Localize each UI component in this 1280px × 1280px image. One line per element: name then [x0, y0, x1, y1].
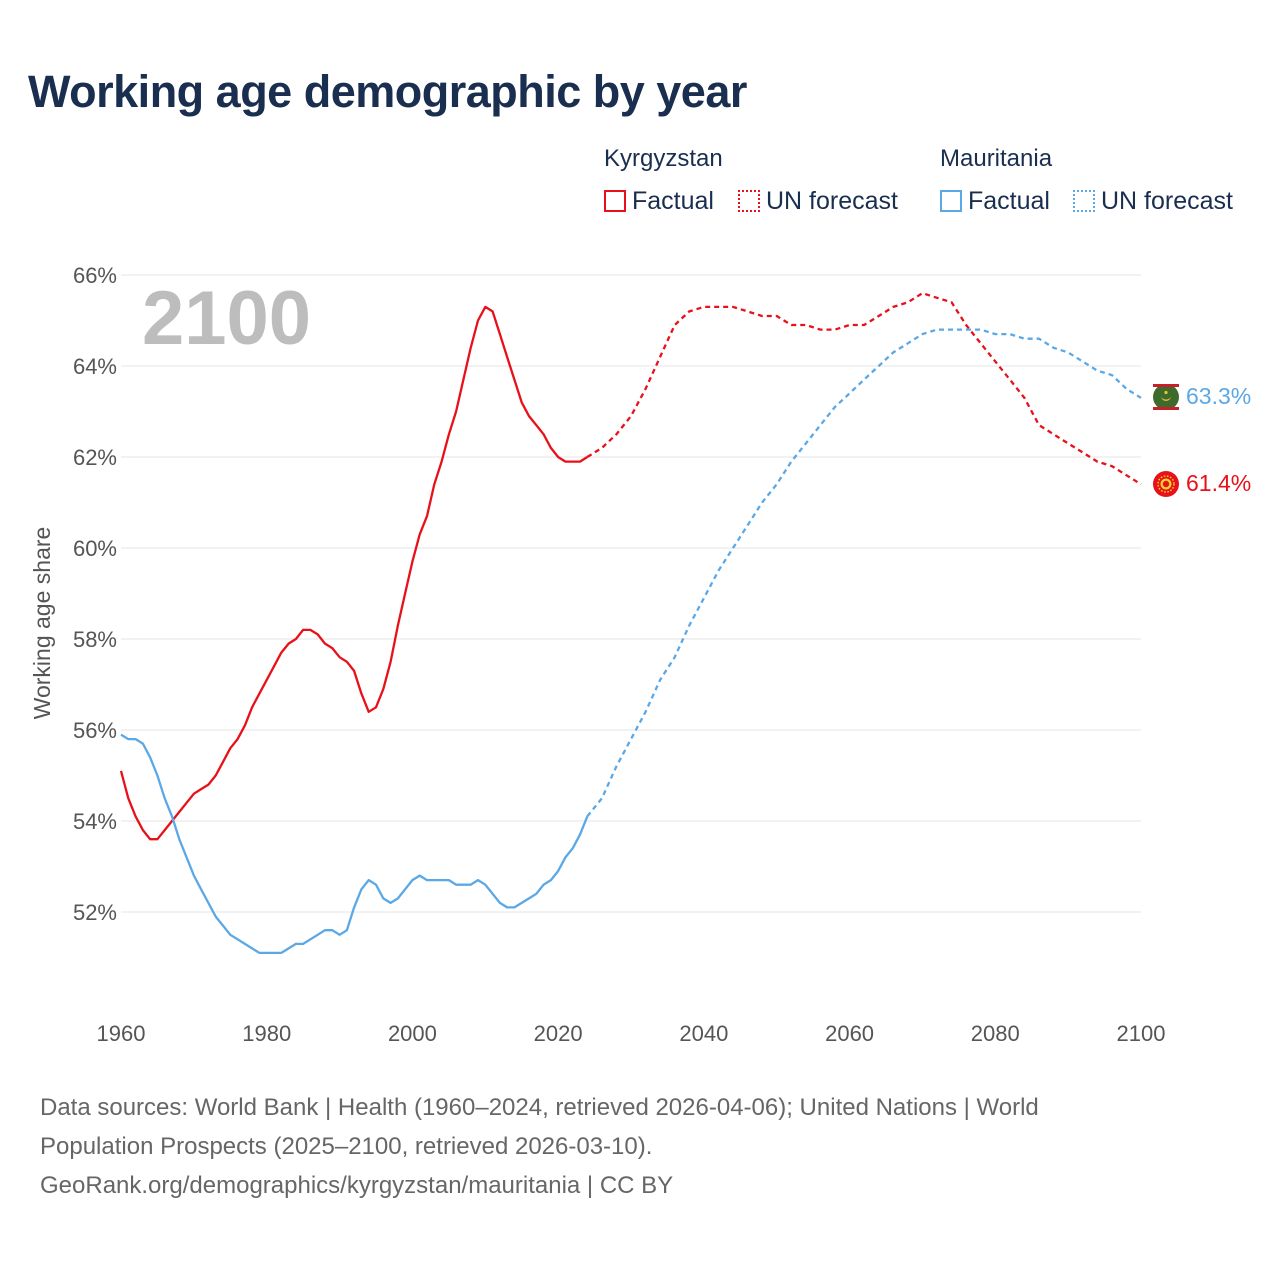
legend-label: Factual [968, 186, 1050, 215]
legend-label: UN forecast [766, 186, 898, 215]
legend-swatch-dotted-mauritania [1073, 190, 1095, 212]
legend-swatch-solid-mauritania [940, 190, 962, 212]
y-tick-label: 66% [73, 263, 117, 288]
legend-mauritania-forecast[interactable]: UN forecast [1073, 186, 1233, 216]
mauritania-flag-icon [1153, 384, 1179, 410]
end-markers [1153, 384, 1179, 497]
kyrgyzstan-flag-icon [1153, 471, 1179, 497]
y-tick-label: 58% [73, 627, 117, 652]
end-label-mauritania: 63.3% [1186, 383, 1251, 409]
line-chart: 52% 54% 56% 58% 60% 62% 64% 66% 1960 1980 2000 202… [29, 263, 1251, 1046]
legend-kyrgyzstan-factual[interactable]: Factual [604, 186, 714, 216]
series-mauritania-factual [120, 733, 589, 955]
y-tick-label: 54% [73, 809, 117, 834]
legend-label: UN forecast [1101, 186, 1233, 215]
footer-line: Data sources: World Bank | Health (1960–… [40, 1094, 1039, 1121]
end-label-kyrgyzstan: 61.4% [1186, 470, 1251, 496]
series-mauritania-forecast [586, 328, 1142, 818]
series-lines [119, 292, 1142, 955]
y-tick-label: 64% [73, 354, 117, 379]
footer-line: GeoRank.org/demographics/kyrgyzstan/maur… [40, 1172, 674, 1199]
x-tick-label: 2040 [679, 1021, 728, 1046]
footer-sources: Data sources: World Bank | Health (1960–… [40, 1088, 1240, 1205]
legend-label: Factual [632, 186, 714, 215]
legend-swatch-dotted-kyrgyzstan [738, 190, 760, 212]
gridlines [121, 274, 1141, 913]
legend-kyrgyzstan-forecast[interactable]: UN forecast [738, 186, 898, 216]
y-axis-label: Working age share [29, 527, 55, 720]
chart-title: Working age demographic by year [28, 66, 747, 117]
x-tick-label: 1960 [97, 1021, 146, 1046]
y-tick-label: 62% [73, 445, 117, 470]
legend-country-mauritania: Mauritania [940, 145, 1053, 172]
legend-mauritania-factual[interactable]: Factual [940, 186, 1050, 216]
x-tick-label: 2080 [971, 1021, 1020, 1046]
y-tick-label: 56% [73, 718, 117, 743]
x-axis-ticks: 1960 1980 2000 2020 2040 2060 2080 2100 [97, 1021, 1166, 1046]
y-axis-ticks: 52% 54% 56% 58% 60% 62% 64% 66% [73, 263, 117, 925]
x-tick-label: 2000 [388, 1021, 437, 1046]
legend-swatch-solid-kyrgyzstan [604, 190, 626, 212]
footer-line: Population Prospects (2025–2100, retriev… [40, 1133, 653, 1160]
x-tick-label: 2100 [1117, 1021, 1166, 1046]
x-tick-label: 1980 [242, 1021, 291, 1046]
y-tick-label: 60% [73, 536, 117, 561]
x-tick-label: 2060 [825, 1021, 874, 1046]
y-tick-label: 52% [73, 900, 117, 925]
series-kyrgyzstan-factual [119, 305, 588, 841]
legend-country-kyrgyzstan: Kyrgyzstan [604, 145, 723, 172]
year-indicator: 2100 [142, 276, 311, 361]
x-tick-label: 2020 [534, 1021, 583, 1046]
series-kyrgyzstan-forecast [586, 292, 1142, 486]
